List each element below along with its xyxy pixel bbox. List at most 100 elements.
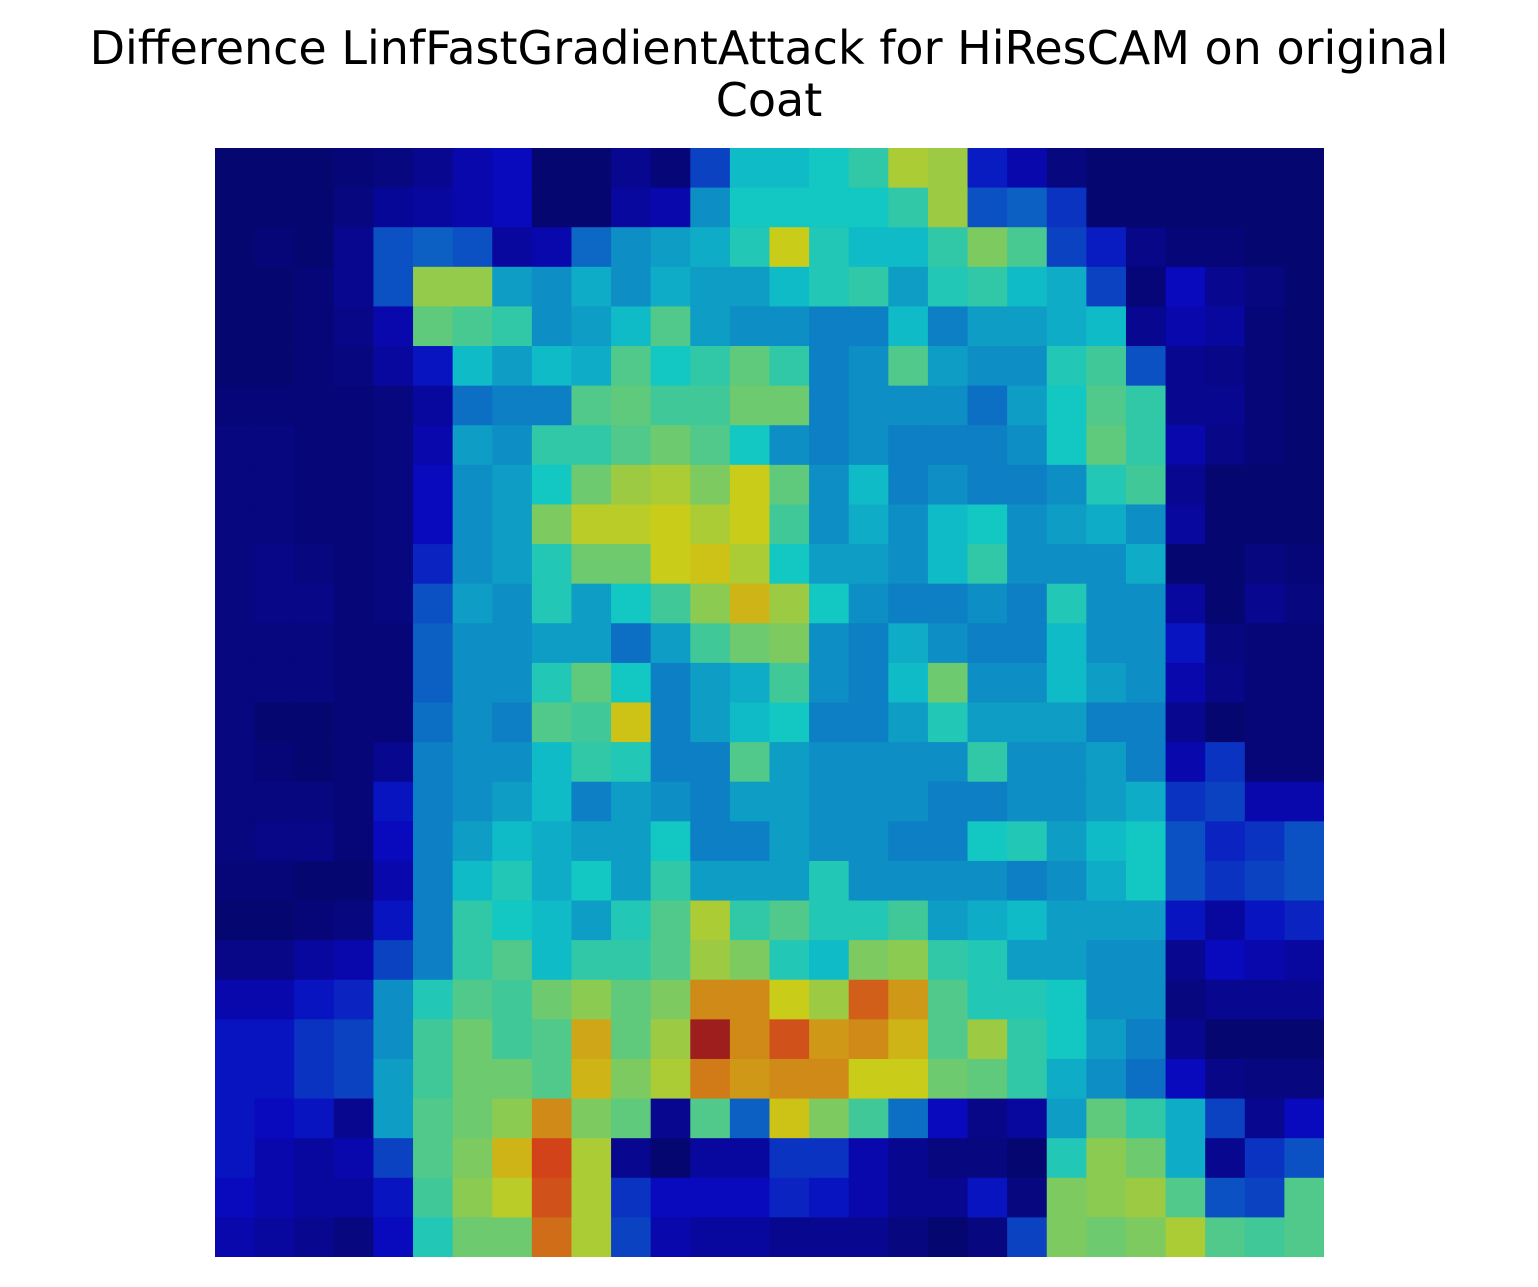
heatmap-cell-r5-c5 [413,346,454,387]
heatmap-cell-r15-c5 [413,742,454,783]
heatmap-cell-r8-c17 [888,464,929,506]
heatmap-cell-r1-c1 [254,187,295,228]
heatmap-cell-r8-c26 [1244,464,1285,506]
heatmap-cell-r21-c13 [729,979,771,1020]
heatmap-cell-r13-c10 [611,662,652,704]
heatmap-cell-r4-c9 [571,306,612,347]
heatmap-cell-r17-c25 [1205,821,1246,862]
heatmap-cell-r7-c15 [809,425,850,466]
heatmap-cell-r0-c21 [1046,148,1087,189]
heatmap-cell-r9-c7 [492,504,533,545]
heatmap-cell-r14-c3 [333,702,375,743]
heatmap-cell-r20-c21 [1046,940,1087,981]
heatmap-cell-r27-c11 [650,1217,691,1257]
heatmap-cell-r13-c24 [1165,662,1206,704]
heatmap-cell-r4-c22 [1086,306,1127,347]
heatmap-cell-r9-c6 [452,504,493,545]
heatmap-cell-r9-c12 [690,504,731,545]
heatmap-cell-r18-c17 [888,860,929,902]
heatmap-cell-r10-c25 [1205,544,1246,585]
heatmap-cell-r2-c27 [1284,227,1324,268]
heatmap-cell-r6-c20 [1007,385,1048,426]
heatmap-cell-r9-c18 [927,504,969,545]
heatmap-cell-r26-c3 [333,1177,375,1218]
heatmap-cell-r18-c13 [729,860,771,902]
heatmap-cell-r5-c11 [650,346,691,387]
heatmap-cell-r7-c6 [452,425,493,466]
heatmap-cell-r15-c13 [729,742,771,783]
heatmap-cell-r1-c13 [729,187,771,228]
heatmap-cell-r25-c6 [452,1138,493,1179]
heatmap-cell-r16-c6 [452,781,493,822]
heatmap-cell-r7-c12 [690,425,731,466]
heatmap-cell-r8-c5 [413,464,454,506]
heatmap-cell-r14-c14 [769,702,810,743]
heatmap-cell-r6-c19 [967,385,1008,426]
heatmap-cell-r1-c19 [967,187,1008,228]
heatmap-cell-r17-c18 [927,821,969,862]
heatmap-cell-r1-c4 [373,187,414,228]
heatmap-cell-r11-c7 [492,583,533,624]
heatmap-cell-r10-c15 [809,544,850,585]
heatmap-cell-r23-c11 [650,1058,691,1100]
heatmap-cell-r13-c18 [927,662,969,704]
heatmap-cell-r7-c7 [492,425,533,466]
heatmap-cell-r11-c17 [888,583,929,624]
heatmap-cell-r12-c3 [333,623,375,664]
heatmap-cell-r11-c11 [650,583,691,624]
heatmap-cell-r1-c16 [848,187,889,228]
heatmap-cell-r12-c6 [452,623,493,664]
heatmap-cell-r3-c6 [452,266,493,308]
heatmap-cell-r22-c15 [809,1019,850,1060]
heatmap-cell-r3-c8 [531,266,573,308]
heatmap-cell-r22-c0 [215,1019,256,1060]
heatmap-cell-r11-c5 [413,583,454,624]
heatmap-cell-r7-c4 [373,425,414,466]
heatmap-cell-r5-c9 [571,346,612,387]
heatmap-cell-r12-c17 [888,623,929,664]
heatmap-cell-r26-c25 [1205,1177,1246,1218]
heatmap-cell-r24-c25 [1205,1098,1246,1139]
heatmap-cell-r3-c4 [373,266,414,308]
heatmap-cell-r9-c15 [809,504,850,545]
heatmap-cell-r7-c3 [333,425,375,466]
heatmap-cell-r25-c22 [1086,1138,1127,1179]
heatmap-cell-r16-c11 [650,781,691,822]
heatmap-cell-r13-c13 [729,662,771,704]
heatmap-cell-r25-c20 [1007,1138,1048,1179]
heatmap-cell-r7-c27 [1284,425,1324,466]
heatmap-cell-r26-c17 [888,1177,929,1218]
heatmap-cell-r0-c0 [215,148,256,189]
heatmap-cell-r15-c15 [809,742,850,783]
heatmap-cell-r0-c22 [1086,148,1127,189]
heatmap-cell-r21-c3 [333,979,375,1020]
heatmap-cell-r8-c16 [848,464,889,506]
heatmap-cell-r6-c4 [373,385,414,426]
heatmap-cell-r17-c1 [254,821,295,862]
heatmap-cell-r23-c10 [611,1058,652,1100]
heatmap-cell-r11-c12 [690,583,731,624]
heatmap-cell-r23-c27 [1284,1058,1324,1100]
heatmap-cell-r4-c25 [1205,306,1246,347]
heatmap-cell-r12-c25 [1205,623,1246,664]
heatmap-cell-r24-c1 [254,1098,295,1139]
heatmap-cell-r6-c5 [413,385,454,426]
chart-title: Difference LinfFastGradientAttack for Hi… [0,22,1538,126]
heatmap-cell-r13-c21 [1046,662,1087,704]
heatmap-cell-r6-c17 [888,385,929,426]
heatmap-cell-r20-c11 [650,940,691,981]
heatmap-cell-r13-c22 [1086,662,1127,704]
heatmap-cell-r19-c26 [1244,900,1285,941]
heatmap-cell-r4-c14 [769,306,810,347]
heatmap-cell-r10-c20 [1007,544,1048,585]
heatmap-cell-r10-c16 [848,544,889,585]
heatmap-cell-r0-c19 [967,148,1008,189]
heatmap-cell-r18-c14 [769,860,810,902]
heatmap-cell-r24-c23 [1125,1098,1167,1139]
heatmap-cell-r27-c13 [729,1217,771,1257]
heatmap-cell-r14-c20 [1007,702,1048,743]
heatmap-cell-r8-c20 [1007,464,1048,506]
heatmap-cell-r21-c8 [531,979,573,1020]
heatmap-cell-r26-c20 [1007,1177,1048,1218]
heatmap-cell-r6-c6 [452,385,493,426]
